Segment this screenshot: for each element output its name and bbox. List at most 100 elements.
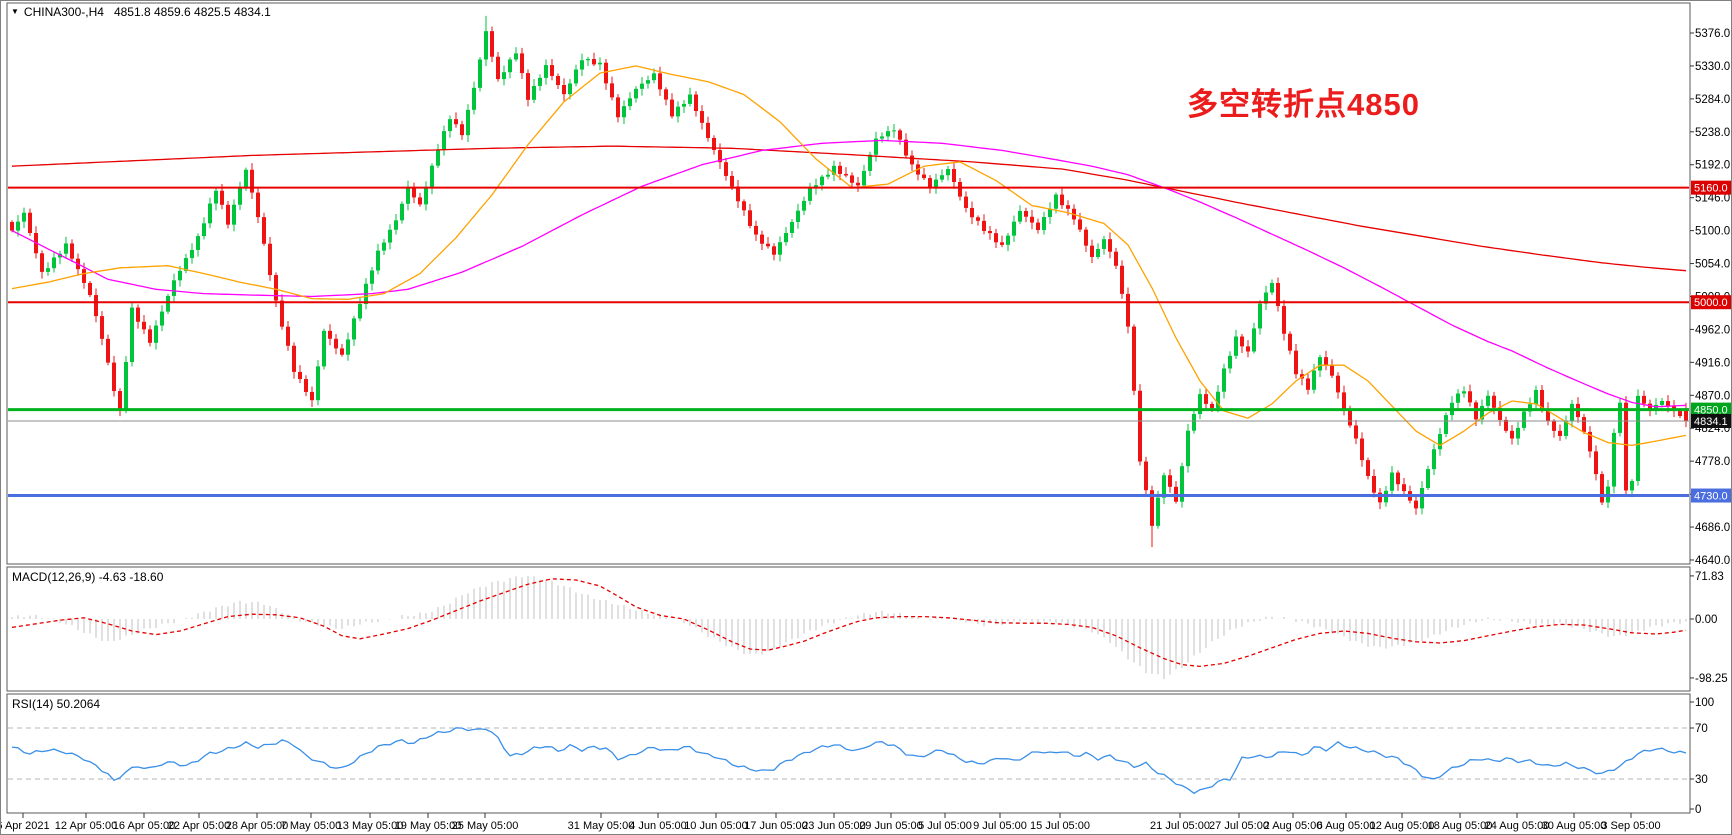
candle-down: [718, 150, 722, 163]
macd-histogram-bar: [683, 619, 685, 623]
candle-down: [490, 31, 494, 57]
price-badge-label: 4834.1: [1694, 416, 1728, 428]
macd-histogram-bar: [911, 617, 913, 619]
candle-down: [496, 56, 500, 80]
candle-down: [550, 65, 554, 76]
macd-histogram-bar: [533, 576, 535, 619]
macd-histogram-bar: [659, 613, 661, 619]
candle-down: [1624, 402, 1628, 491]
symbol-dropdown-icon[interactable]: ▼: [11, 7, 19, 16]
candle-down: [988, 230, 992, 234]
macd-histogram-bar: [617, 605, 619, 619]
ma-line-fast-orange: [11, 65, 1687, 447]
macd-histogram-bar: [23, 617, 25, 619]
candle-down: [1126, 293, 1130, 327]
candle-down: [604, 62, 608, 84]
candle-up: [1042, 217, 1046, 230]
candle-up: [244, 169, 248, 189]
candle-up: [1444, 415, 1448, 434]
macd-histogram-bar: [1145, 619, 1147, 674]
candle-down: [310, 391, 314, 401]
macd-panel[interactable]: [11, 576, 1687, 679]
macd-histogram-bar: [1085, 619, 1087, 629]
candle-down: [1060, 194, 1064, 206]
macd-histogram-bar: [1247, 619, 1249, 623]
candle-up: [646, 80, 650, 84]
candle-down: [1546, 408, 1550, 422]
candle-down: [112, 362, 116, 392]
candle-up: [1564, 420, 1568, 436]
macd-histogram-bar: [1265, 616, 1267, 619]
macd-histogram-bar: [371, 619, 373, 623]
main-price-panel[interactable]: [8, 15, 1689, 548]
candle-down: [262, 217, 266, 244]
candle-down: [1210, 403, 1214, 408]
candle-down: [1204, 394, 1208, 404]
candle-down: [658, 73, 662, 90]
macd-histogram-bar: [977, 619, 979, 625]
price-axis[interactable]: 5376.0 5330.0 5284.0 5238.0 5192.0 5146.0 5100…: [1690, 28, 1732, 816]
macd-histogram-bar: [935, 616, 937, 619]
macd-histogram-bar: [191, 617, 193, 619]
candle-up: [196, 236, 200, 250]
candle-down: [952, 169, 956, 182]
candle-up: [688, 94, 692, 104]
macd-histogram-bar: [1439, 619, 1441, 635]
candle-down: [1468, 391, 1472, 403]
macd-histogram-bar: [161, 619, 163, 624]
candle-down: [976, 217, 980, 221]
candle-down: [1396, 472, 1400, 485]
panel-border: [6, 693, 1691, 814]
candle-down: [88, 282, 92, 296]
macd-histogram-bar: [1331, 619, 1333, 634]
candle-down: [592, 59, 596, 65]
candle-down: [1030, 216, 1034, 223]
macd-histogram-bar: [1199, 619, 1201, 653]
price-badge-label: 5160.0: [1694, 183, 1728, 195]
macd-histogram-bar: [143, 619, 145, 629]
candle-up: [1522, 411, 1526, 428]
macd-histogram-bar: [1559, 619, 1561, 623]
macd-histogram-bar: [101, 619, 103, 641]
macd-histogram-bar: [431, 611, 433, 619]
macd-histogram-bar: [1355, 619, 1357, 642]
macd-histogram-bar: [557, 585, 559, 619]
candle-down: [256, 192, 260, 218]
candle-up: [1390, 472, 1394, 491]
macd-histogram-bar: [575, 592, 577, 619]
annotation-text: 多空转折点4850: [1187, 87, 1420, 122]
candle-down: [334, 338, 338, 349]
time-tick-label: 21 Jul 05:00: [1150, 820, 1210, 832]
macd-histogram-bar: [1583, 619, 1585, 629]
candle-down: [1090, 245, 1094, 257]
candle-down: [754, 225, 758, 235]
candle-up: [46, 268, 50, 272]
candle-up: [1318, 357, 1322, 371]
macd-histogram-bar: [1205, 619, 1207, 649]
candle-up: [442, 131, 446, 151]
macd-histogram-bar: [1391, 619, 1393, 647]
candle-up: [1156, 497, 1160, 526]
candle-up: [1006, 235, 1010, 245]
candle-up: [568, 83, 572, 95]
macd-histogram-bar: [311, 619, 313, 622]
macd-histogram-bar: [1217, 619, 1219, 639]
price-tick-label: 5376.0: [1695, 28, 1730, 40]
candle-down: [1588, 431, 1592, 452]
candle-down: [82, 269, 86, 283]
macd-histogram-bar: [827, 619, 829, 624]
macd-histogram-bar: [257, 601, 259, 619]
time-tick-label: 15 Jul 05:00: [1030, 820, 1090, 832]
candle-up: [778, 242, 782, 255]
candle-down: [1666, 401, 1670, 407]
macd-histogram-bar: [905, 616, 907, 619]
candle-up: [1462, 391, 1466, 394]
macd-histogram-bar: [1373, 619, 1375, 647]
candle-down: [982, 220, 986, 231]
rsi-panel[interactable]: [8, 727, 1689, 795]
candle-up: [580, 60, 584, 70]
macd-histogram-bar: [1181, 619, 1183, 669]
candle-down: [1642, 395, 1646, 404]
